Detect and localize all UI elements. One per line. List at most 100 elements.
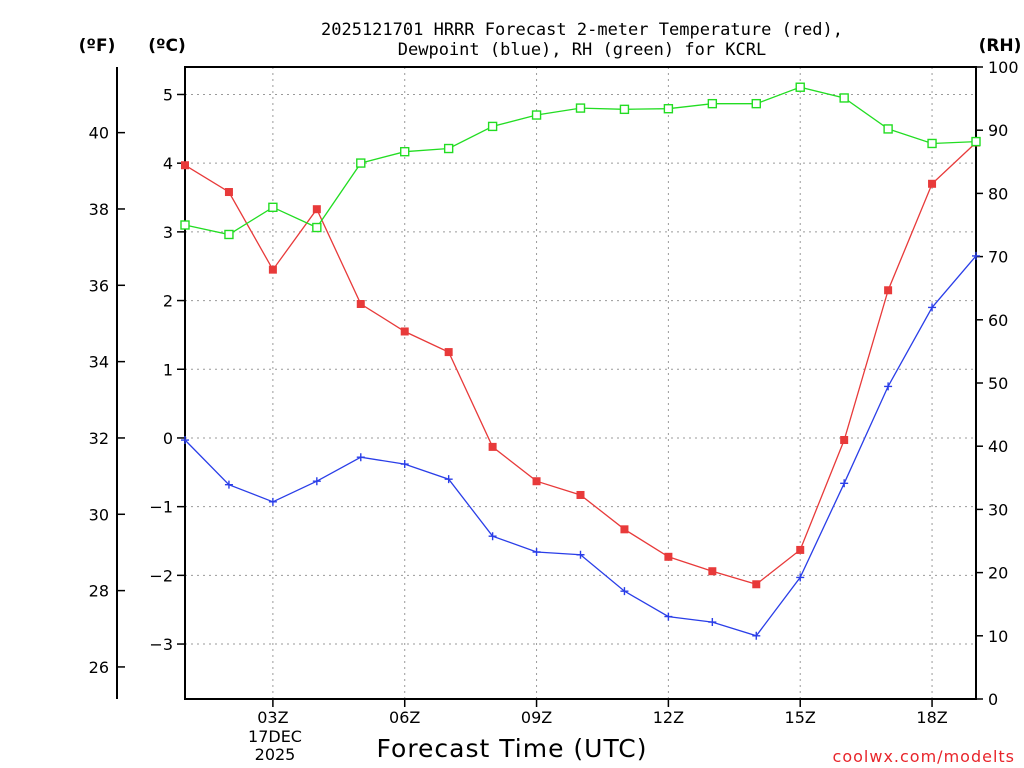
source-credit: coolwx.com/modelts (833, 747, 1015, 766)
temperature-point (752, 580, 761, 589)
dewpoint-point (576, 550, 585, 559)
data-series (180, 82, 981, 640)
date-label-year: 2025 (255, 745, 296, 764)
x-axis-title: Forecast Time (UTC) (377, 734, 648, 763)
dewpoint-point (312, 477, 321, 486)
date-label-day: 17DEC (248, 727, 302, 746)
celsius-tick-label: −3 (149, 635, 173, 654)
fahrenheit-tick-label: 32 (89, 429, 109, 448)
fahrenheit-tick-label: 36 (89, 276, 109, 295)
rh-tick-label: 40 (988, 437, 1008, 456)
rh-tick-label: 30 (988, 500, 1008, 519)
rh-tick-label: 0 (988, 690, 998, 709)
dewpoint-point (708, 618, 717, 627)
temperature-point (928, 179, 937, 188)
rh-point (883, 124, 893, 134)
rh-point (268, 202, 278, 213)
celsius-unit-label: (ºC) (148, 36, 186, 56)
dewpoint-point (224, 480, 233, 489)
rh-point (839, 93, 849, 103)
temperature-point (181, 161, 189, 170)
temperature-point (268, 265, 277, 274)
temperature-point (400, 327, 409, 336)
fahrenheit-tick-label: 28 (89, 582, 109, 601)
rh-tick-label: 90 (988, 121, 1008, 140)
dewpoint-point (268, 497, 277, 506)
temperature-point (224, 188, 233, 197)
celsius-tick-label: 1 (163, 360, 173, 379)
fahrenheit-tick-label: 38 (89, 200, 109, 219)
rh-point (663, 104, 674, 114)
rh-point (751, 98, 761, 109)
temperature-point (532, 477, 541, 486)
temperature-point (620, 525, 629, 534)
rh-tick-label: 50 (988, 374, 1008, 393)
axes: 543210−1−2−34038363432302826100908070605… (89, 58, 1019, 727)
rh-point (487, 121, 498, 132)
temperature-point (488, 442, 497, 451)
dewpoint-point (884, 382, 893, 391)
dewpoint-point (181, 436, 189, 445)
chart-title-line-1: 2025121701 HRRR Forecast 2-meter Tempera… (321, 20, 843, 40)
celsius-tick-label: 2 (163, 292, 173, 311)
dewpoint-point (532, 547, 541, 556)
fahrenheit-tick-label: 30 (89, 505, 109, 524)
rh-point (531, 110, 542, 120)
celsius-tick-label: −1 (149, 498, 173, 517)
rh-point (927, 138, 937, 149)
celsius-tick-label: 5 (163, 85, 173, 104)
fahrenheit-tick-label: 26 (89, 658, 109, 677)
celsius-tick-label: 0 (163, 429, 173, 448)
rh-point (312, 222, 322, 233)
dewpoint-point (356, 453, 365, 462)
rh-unit-label: (RH) (979, 36, 1022, 56)
rh-point (971, 136, 981, 147)
chart-title-line-2: Dewpoint (blue), RH (green) for KCRL (398, 40, 766, 60)
rh-tick-label: 80 (988, 184, 1008, 203)
dewpoint-point (444, 475, 453, 484)
temperature-point (356, 300, 365, 308)
dewpoint-point (620, 587, 629, 596)
rh-point (619, 104, 630, 115)
dewpoint-point (664, 612, 673, 621)
temperature-point (840, 436, 849, 445)
x-tick-label: 12Z (653, 708, 684, 727)
x-tick-label: 18Z (916, 708, 947, 727)
x-tick-label: 15Z (785, 708, 816, 727)
rh-point (575, 103, 586, 113)
dewpoint-point (796, 573, 805, 582)
dewpoint-line (184, 255, 977, 637)
x-tick-label: 09Z (521, 708, 552, 727)
dewpoint-point (928, 303, 937, 312)
fahrenheit-unit-label: (ºF) (79, 36, 116, 56)
rh-point (356, 158, 366, 168)
dewpoint-point (488, 532, 497, 541)
dewpoint-point (840, 479, 849, 488)
fahrenheit-tick-label: 40 (89, 124, 109, 143)
temperature-point (312, 205, 321, 214)
rh-tick-label: 20 (988, 564, 1008, 583)
fahrenheit-tick-label: 34 (89, 353, 109, 372)
rh-tick-label: 70 (988, 248, 1008, 267)
temperature-point (708, 567, 717, 576)
dewpoint-point (400, 460, 409, 469)
rh-point (443, 143, 454, 154)
rh-tick-label: 100 (988, 58, 1019, 77)
celsius-tick-label: 3 (163, 223, 173, 242)
rh-point (795, 82, 805, 92)
dewpoint-point (752, 631, 761, 640)
temperature-point (444, 348, 453, 357)
x-tick-label: 06Z (389, 708, 420, 727)
rh-tick-label: 10 (988, 627, 1008, 646)
rh-point (180, 220, 190, 230)
temperature-point (664, 552, 673, 561)
rh-point (224, 229, 234, 240)
rh-tick-label: 60 (988, 311, 1008, 330)
gridlines (185, 67, 976, 699)
rh-point (400, 146, 410, 157)
celsius-tick-label: 4 (163, 154, 173, 173)
temperature-point (576, 490, 585, 499)
rh-point (707, 98, 718, 109)
plot-frame (184, 66, 977, 700)
